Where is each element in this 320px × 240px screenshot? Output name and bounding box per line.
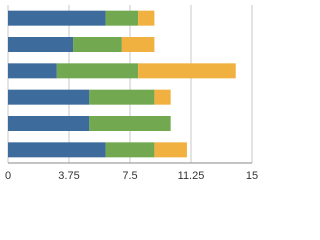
bar-segment: [8, 142, 106, 158]
bar-segment: [8, 116, 90, 131]
bar-segment: [154, 142, 187, 158]
chart: 0 3.75 7.5 11.25 15: [5, 5, 258, 182]
bar-segment: [121, 37, 155, 52]
x-tick-label: 0: [5, 170, 11, 182]
bar-segment: [73, 37, 122, 52]
bar-segment: [89, 89, 155, 105]
x-tick-label: 15: [246, 170, 258, 182]
bar-segment: [8, 63, 57, 79]
x-tick-label: 3.75: [58, 170, 79, 182]
bar-segment: [8, 10, 106, 26]
x-tick-label: 7.5: [122, 170, 137, 182]
bar-segment: [105, 142, 155, 158]
bar-segment: [8, 37, 74, 52]
bar-segment: [56, 63, 139, 79]
bar-segment: [138, 63, 236, 79]
bar-segment: [105, 10, 139, 26]
bar-segment: [154, 89, 171, 105]
x-tick-label: 11.25: [178, 170, 205, 182]
bar-segment: [8, 89, 90, 105]
bar-segment: [138, 10, 155, 26]
bar-segment: [89, 116, 171, 131]
